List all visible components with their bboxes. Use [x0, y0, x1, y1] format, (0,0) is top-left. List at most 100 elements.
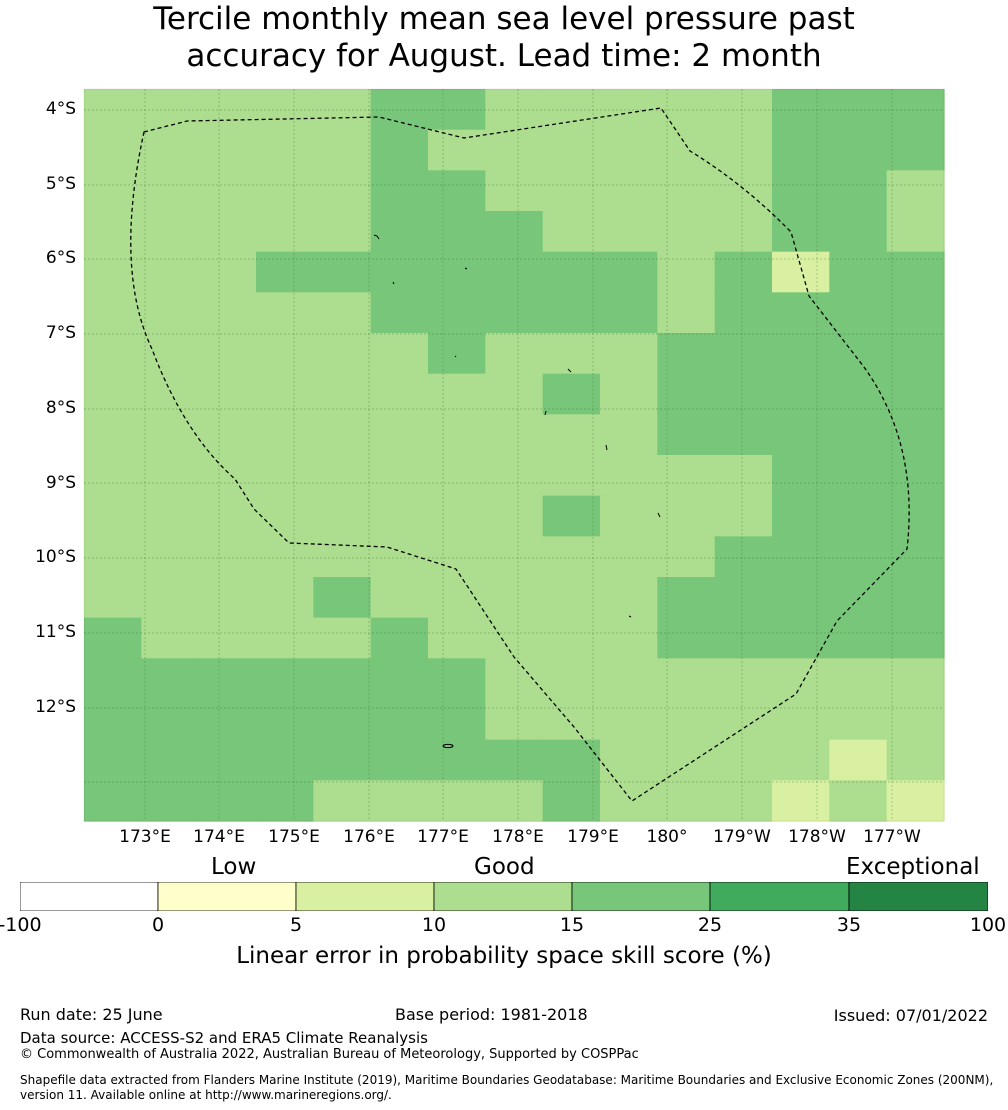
skill-cell [256, 577, 314, 619]
skill-cell [198, 577, 257, 619]
skill-cell [370, 617, 429, 659]
skill-cell [829, 292, 888, 334]
skill-cell [772, 658, 830, 700]
skill-cell [657, 373, 716, 415]
skill-cell [198, 333, 257, 375]
lat-label: 9°S [45, 473, 76, 493]
skill-cell [313, 414, 372, 456]
skill-cell [886, 211, 945, 253]
skill-cell [428, 658, 486, 700]
skill-cell [657, 495, 716, 537]
skill-cell [886, 170, 945, 212]
skill-cell [886, 373, 945, 415]
skill-cell [886, 89, 945, 131]
skill-cell [600, 251, 658, 293]
skill-cell [714, 455, 773, 497]
skill-cell [657, 292, 716, 334]
skill-cell [84, 536, 142, 578]
colorbar-segment [848, 882, 988, 911]
skill-cell [657, 89, 716, 131]
colorbar-label: Linear error in probability space skill … [236, 943, 772, 969]
skill-cell [370, 536, 429, 578]
skill-cell [542, 577, 601, 619]
skill-cell [428, 89, 486, 131]
lat-label: 12°S [35, 697, 76, 717]
lon-label: 179°E [567, 827, 619, 847]
skill-cell [485, 333, 544, 375]
skill-cell [829, 129, 888, 171]
lat-label: 7°S [45, 323, 76, 343]
skill-cell [829, 170, 888, 212]
skill-cell [256, 414, 314, 456]
skill-cell [657, 577, 716, 619]
skill-cell [542, 739, 601, 781]
skill-cell [772, 455, 830, 497]
skill-cell [313, 170, 372, 212]
skill-cell [84, 333, 142, 375]
skill-cell [141, 658, 200, 700]
colorbar-segment [571, 882, 711, 911]
skill-cell [829, 617, 888, 659]
skill-cell [313, 129, 372, 171]
skill-cell [313, 89, 372, 131]
skill-cell [370, 89, 429, 131]
skill-cell [313, 617, 372, 659]
lat-label: 5°S [45, 174, 76, 194]
skill-cell [772, 495, 830, 537]
skill-cell [485, 170, 544, 212]
skill-cell [141, 495, 200, 537]
skill-cell [772, 739, 830, 781]
colorbar-tick: 0 [151, 914, 165, 936]
skill-cell [428, 211, 486, 253]
skill-cell [256, 211, 314, 253]
skill-cell [141, 780, 200, 822]
colorbar-segment [433, 882, 573, 911]
colorbar-segment [295, 882, 435, 911]
skill-cell [772, 414, 830, 456]
skill-cell [84, 292, 142, 334]
skill-cell [714, 780, 773, 822]
skill-cell [313, 780, 372, 822]
skill-cell [485, 617, 544, 659]
skill-cell [198, 455, 257, 497]
skill-cell [84, 699, 142, 741]
skill-cell [657, 536, 716, 578]
skill-cell [772, 536, 830, 578]
skill-cell [714, 211, 773, 253]
skill-cell [198, 292, 257, 334]
skill-cell [600, 211, 658, 253]
skill-cell [84, 739, 142, 781]
skill-cell [198, 129, 257, 171]
skill-cell [141, 129, 200, 171]
skill-cell [428, 333, 486, 375]
skill-cell [542, 89, 601, 131]
skill-cell [600, 455, 658, 497]
skill-cell [370, 333, 429, 375]
lat-label: 8°S [45, 398, 76, 418]
colorbar-tick: 100 [969, 914, 1007, 936]
data-source: Data source: ACCESS-S2 and ERA5 Climate … [20, 1029, 428, 1047]
skill-cell [714, 495, 773, 537]
skill-cell [198, 211, 257, 253]
skill-cell [485, 251, 544, 293]
skill-cell [772, 699, 830, 741]
skill-cell [829, 780, 888, 822]
skill-cell [657, 455, 716, 497]
lat-label: 4°S [45, 99, 76, 119]
skill-cell [886, 577, 945, 619]
skill-cell [370, 211, 429, 253]
skill-cell [485, 129, 544, 171]
skill-cell [714, 373, 773, 415]
skill-cell [600, 89, 658, 131]
skill-cell [84, 373, 142, 415]
skill-cell [886, 536, 945, 578]
skill-cell [198, 658, 257, 700]
skill-cell [714, 699, 773, 741]
skill-cell [657, 211, 716, 253]
skill-cell [485, 536, 544, 578]
colorbar [20, 882, 988, 911]
skill-cell [714, 414, 773, 456]
skill-cell [829, 536, 888, 578]
skill-cell [256, 251, 314, 293]
category-low: Low [211, 854, 257, 880]
